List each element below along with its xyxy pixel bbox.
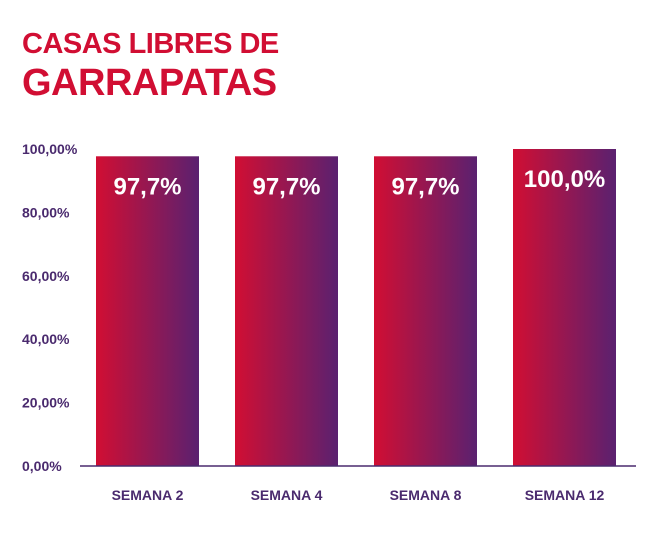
- y-tick-label: 100,00%: [22, 141, 78, 157]
- bar-data-label: 100,0%: [524, 166, 605, 193]
- bar-data-label: 97,7%: [113, 173, 181, 200]
- y-tick-label: 80,00%: [22, 204, 70, 220]
- y-tick-label: 0,00%: [22, 458, 62, 474]
- bar-data-label: 97,7%: [391, 173, 459, 200]
- bar: [96, 156, 199, 466]
- x-tick-label: SEMANA 2: [112, 487, 184, 503]
- bar-data-label: 97,7%: [252, 173, 320, 200]
- y-tick-label: 40,00%: [22, 331, 70, 347]
- x-tick-label: SEMANA 12: [525, 487, 605, 503]
- chart-title-line-2: GARRAPATAS: [22, 62, 277, 104]
- bar: [374, 156, 477, 466]
- chart-title: CASAS LIBRES DE GARRAPATAS: [22, 28, 279, 104]
- x-tick-label: SEMANA 4: [251, 487, 323, 503]
- chart-title-line-1: CASAS LIBRES DE: [22, 28, 279, 60]
- bar: [235, 156, 338, 466]
- x-tick-label: SEMANA 8: [390, 487, 462, 503]
- y-tick-label: 20,00%: [22, 395, 70, 411]
- bar: [513, 149, 616, 466]
- y-tick-label: 60,00%: [22, 268, 70, 284]
